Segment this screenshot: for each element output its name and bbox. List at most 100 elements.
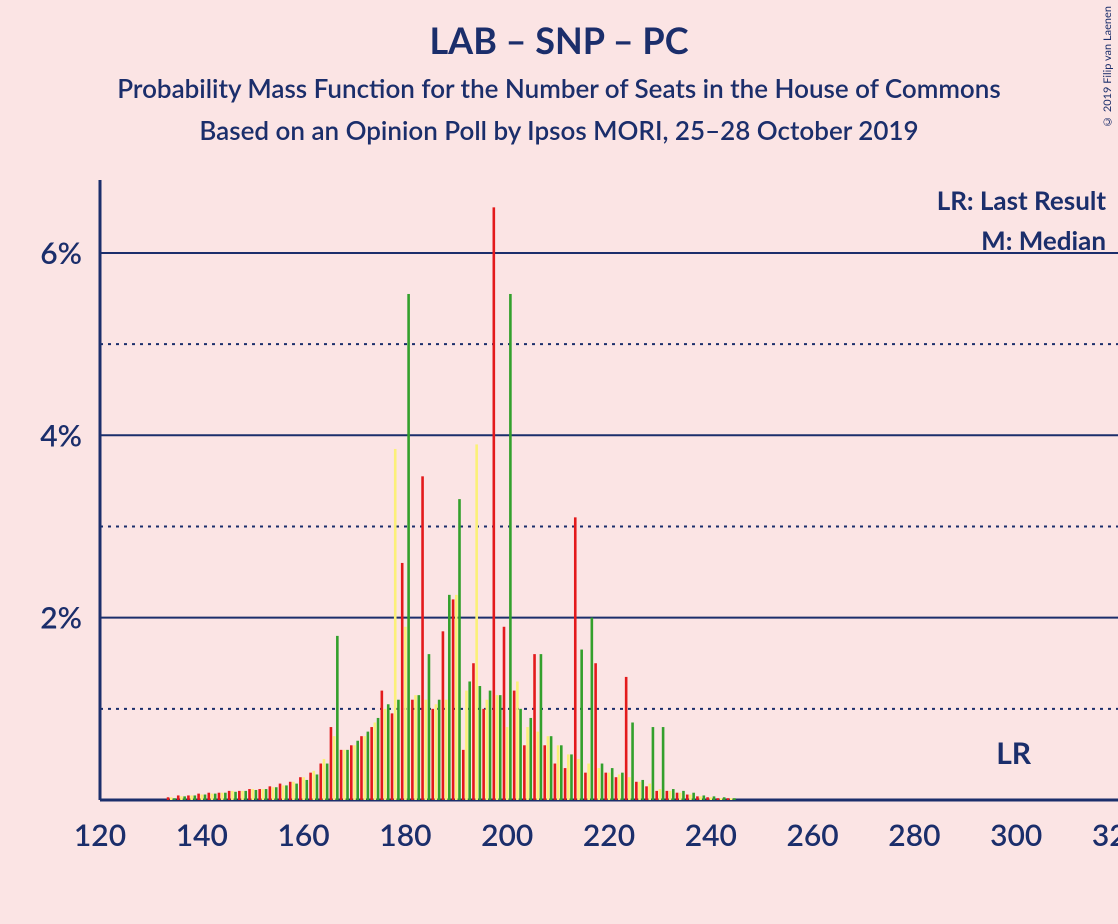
bar-yellow (190, 795, 193, 800)
bar-yellow (312, 771, 315, 800)
bar-yellow (333, 736, 336, 800)
y-tick-label: 6% (40, 235, 82, 271)
bar-yellow (302, 777, 305, 800)
bar-yellow (547, 736, 550, 800)
bar-green (173, 798, 176, 800)
bar-yellow (557, 745, 560, 800)
bar-green (529, 718, 532, 800)
bar-yellow (669, 791, 672, 800)
legend-lr: LR: Last Result (937, 184, 1107, 216)
bar-red (625, 677, 628, 800)
bar-yellow (343, 750, 346, 800)
bar-yellow (221, 793, 224, 800)
bar-green (336, 636, 339, 800)
bar-red (666, 791, 669, 800)
bar-green (214, 794, 217, 800)
bar-red (523, 745, 526, 800)
y-tick-label: 4% (40, 417, 82, 453)
bar-green (275, 787, 278, 800)
bar-red (421, 476, 424, 800)
bar-yellow (445, 700, 448, 800)
bar-red (605, 773, 608, 800)
bar-yellow (455, 595, 458, 800)
bar-yellow (262, 789, 265, 800)
bar-yellow (567, 754, 570, 800)
bar-green (417, 695, 420, 800)
bar-green (468, 681, 471, 800)
bar-green (499, 695, 502, 800)
bar-green (285, 785, 288, 800)
bar-green (306, 780, 309, 800)
bar-green (356, 741, 359, 800)
bar-yellow (577, 759, 580, 800)
bar-red (258, 789, 261, 800)
bar-green (591, 618, 594, 800)
bar-red (411, 700, 414, 800)
bar-green (377, 718, 380, 800)
bar-red (574, 517, 577, 800)
bar-yellow (506, 727, 509, 800)
bar-yellow (628, 777, 631, 800)
bar-red (391, 713, 394, 800)
bar-red (462, 750, 465, 800)
copyright-text: © 2019 Filip van Laenen (1101, 6, 1114, 128)
bar-green (672, 789, 675, 800)
bar-green (540, 654, 543, 800)
bar-yellow (404, 627, 407, 800)
bar-red (340, 750, 343, 800)
bar-yellow (730, 798, 733, 800)
bar-red (431, 709, 434, 800)
bar-yellow (720, 798, 723, 800)
bar-green (489, 691, 492, 800)
x-tick-label: 160 (277, 817, 329, 853)
bar-red (554, 764, 557, 800)
title-block: LAB – SNP – PC Probability Mass Function… (0, 0, 1118, 146)
bar-green (387, 704, 390, 800)
bar-red (269, 786, 272, 800)
bar-green (723, 797, 726, 800)
bar-red (309, 773, 312, 800)
legend-m: M: Median (981, 224, 1106, 256)
bar-red (360, 736, 363, 800)
bar-red (493, 207, 496, 800)
bar-yellow (241, 791, 244, 800)
bar-red (177, 795, 180, 800)
bar-green (438, 700, 441, 800)
bar-red (472, 663, 475, 800)
bar-red (289, 782, 292, 800)
bar-red (584, 773, 587, 800)
bar-green (703, 795, 706, 800)
bar-yellow (323, 759, 326, 800)
bar-red (543, 745, 546, 800)
bar-red (248, 789, 251, 800)
bar-green (662, 727, 665, 800)
bar-yellow (526, 727, 529, 800)
bar-red (503, 627, 506, 800)
bar-green (224, 793, 227, 800)
bar-yellow (435, 704, 438, 800)
x-tick-label: 320 (1092, 817, 1118, 853)
bar-green (601, 764, 604, 800)
bar-green (397, 700, 400, 800)
bar-red (482, 709, 485, 800)
bar-red (696, 796, 699, 800)
bar-red (350, 745, 353, 800)
bar-red (686, 795, 689, 800)
bar-yellow (608, 773, 611, 800)
bar-green (692, 793, 695, 800)
lr-marker-label: LR (996, 735, 1032, 771)
bar-yellow (475, 444, 478, 800)
bar-red (370, 727, 373, 800)
bar-yellow (384, 709, 387, 800)
bar-yellow (374, 723, 377, 801)
bar-green (621, 773, 624, 800)
bar-yellow (638, 782, 641, 800)
bar-red (238, 791, 241, 800)
bar-red (676, 793, 679, 800)
bar-green (204, 795, 207, 800)
bar-red (319, 764, 322, 800)
bar-red (330, 727, 333, 800)
bar-yellow (486, 700, 489, 800)
x-tick-label: 300 (990, 817, 1042, 853)
x-tick-label: 140 (176, 817, 228, 853)
